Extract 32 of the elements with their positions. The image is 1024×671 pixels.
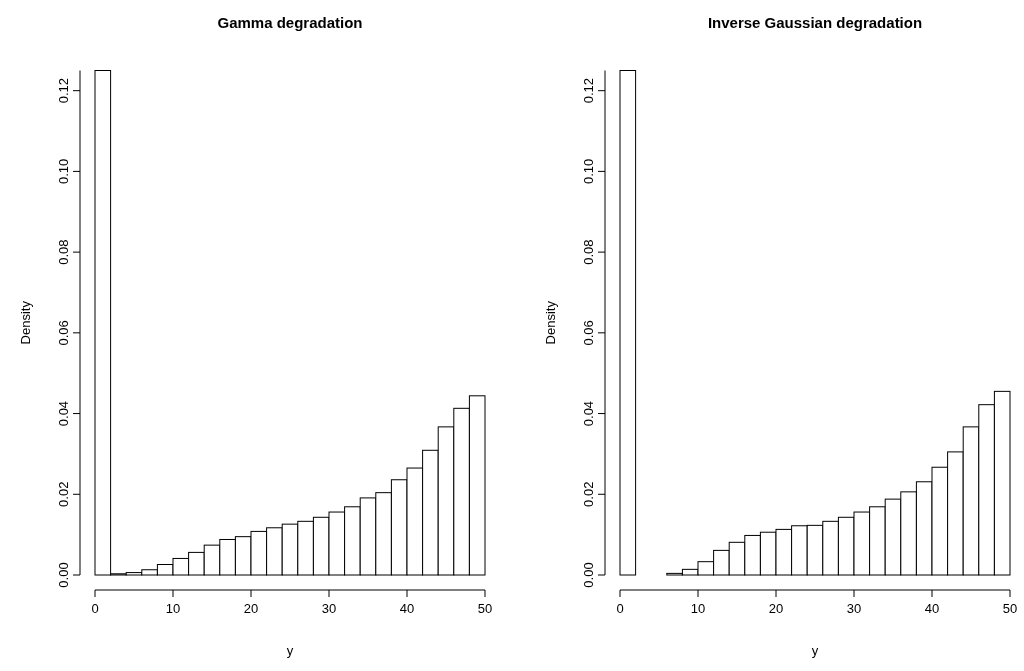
y-tick-label: 0.12 [581,78,596,104]
y-tick-label: 0.04 [56,400,71,427]
y-tick-label: 0.08 [581,239,596,265]
x-tick-label: 40 [399,601,415,616]
x-axis-title: y [286,643,294,658]
y-tick-label: 0.06 [56,320,71,346]
x-tick-label: 30 [321,601,337,616]
x-tick-label: 30 [846,601,862,616]
y-tick-label: 0.04 [581,400,596,427]
x-tick-label: 0 [91,601,99,616]
y-tick-label: 0.08 [56,239,71,265]
x-tick-label: 10 [165,601,181,616]
x-tick-label: 10 [690,601,706,616]
y-tick-label: 0.06 [581,320,596,346]
y-tick-label: 0.00 [581,562,596,588]
x-tick-label: 0 [616,601,624,616]
y-tick-label: 0.02 [581,481,596,507]
x-tick-label: 20 [243,601,259,616]
y-tick-label: 0.10 [56,158,71,185]
chart-title: Gamma degradation [217,14,363,31]
chart-title: Inverse Gaussian degradation [707,14,923,31]
y-axis-title: Density [18,300,33,345]
x-tick-label: 40 [924,601,940,616]
x-tick-label: 50 [477,601,493,616]
x-tick-label: 50 [1002,601,1018,616]
y-tick-label: 0.12 [56,78,71,104]
y-tick-label: 0.10 [581,158,596,185]
y-tick-label: 0.00 [56,562,71,588]
y-axis-title: Density [543,300,558,345]
y-tick-label: 0.02 [56,481,71,507]
x-axis-title: y [811,643,819,658]
x-tick-label: 20 [768,601,784,616]
